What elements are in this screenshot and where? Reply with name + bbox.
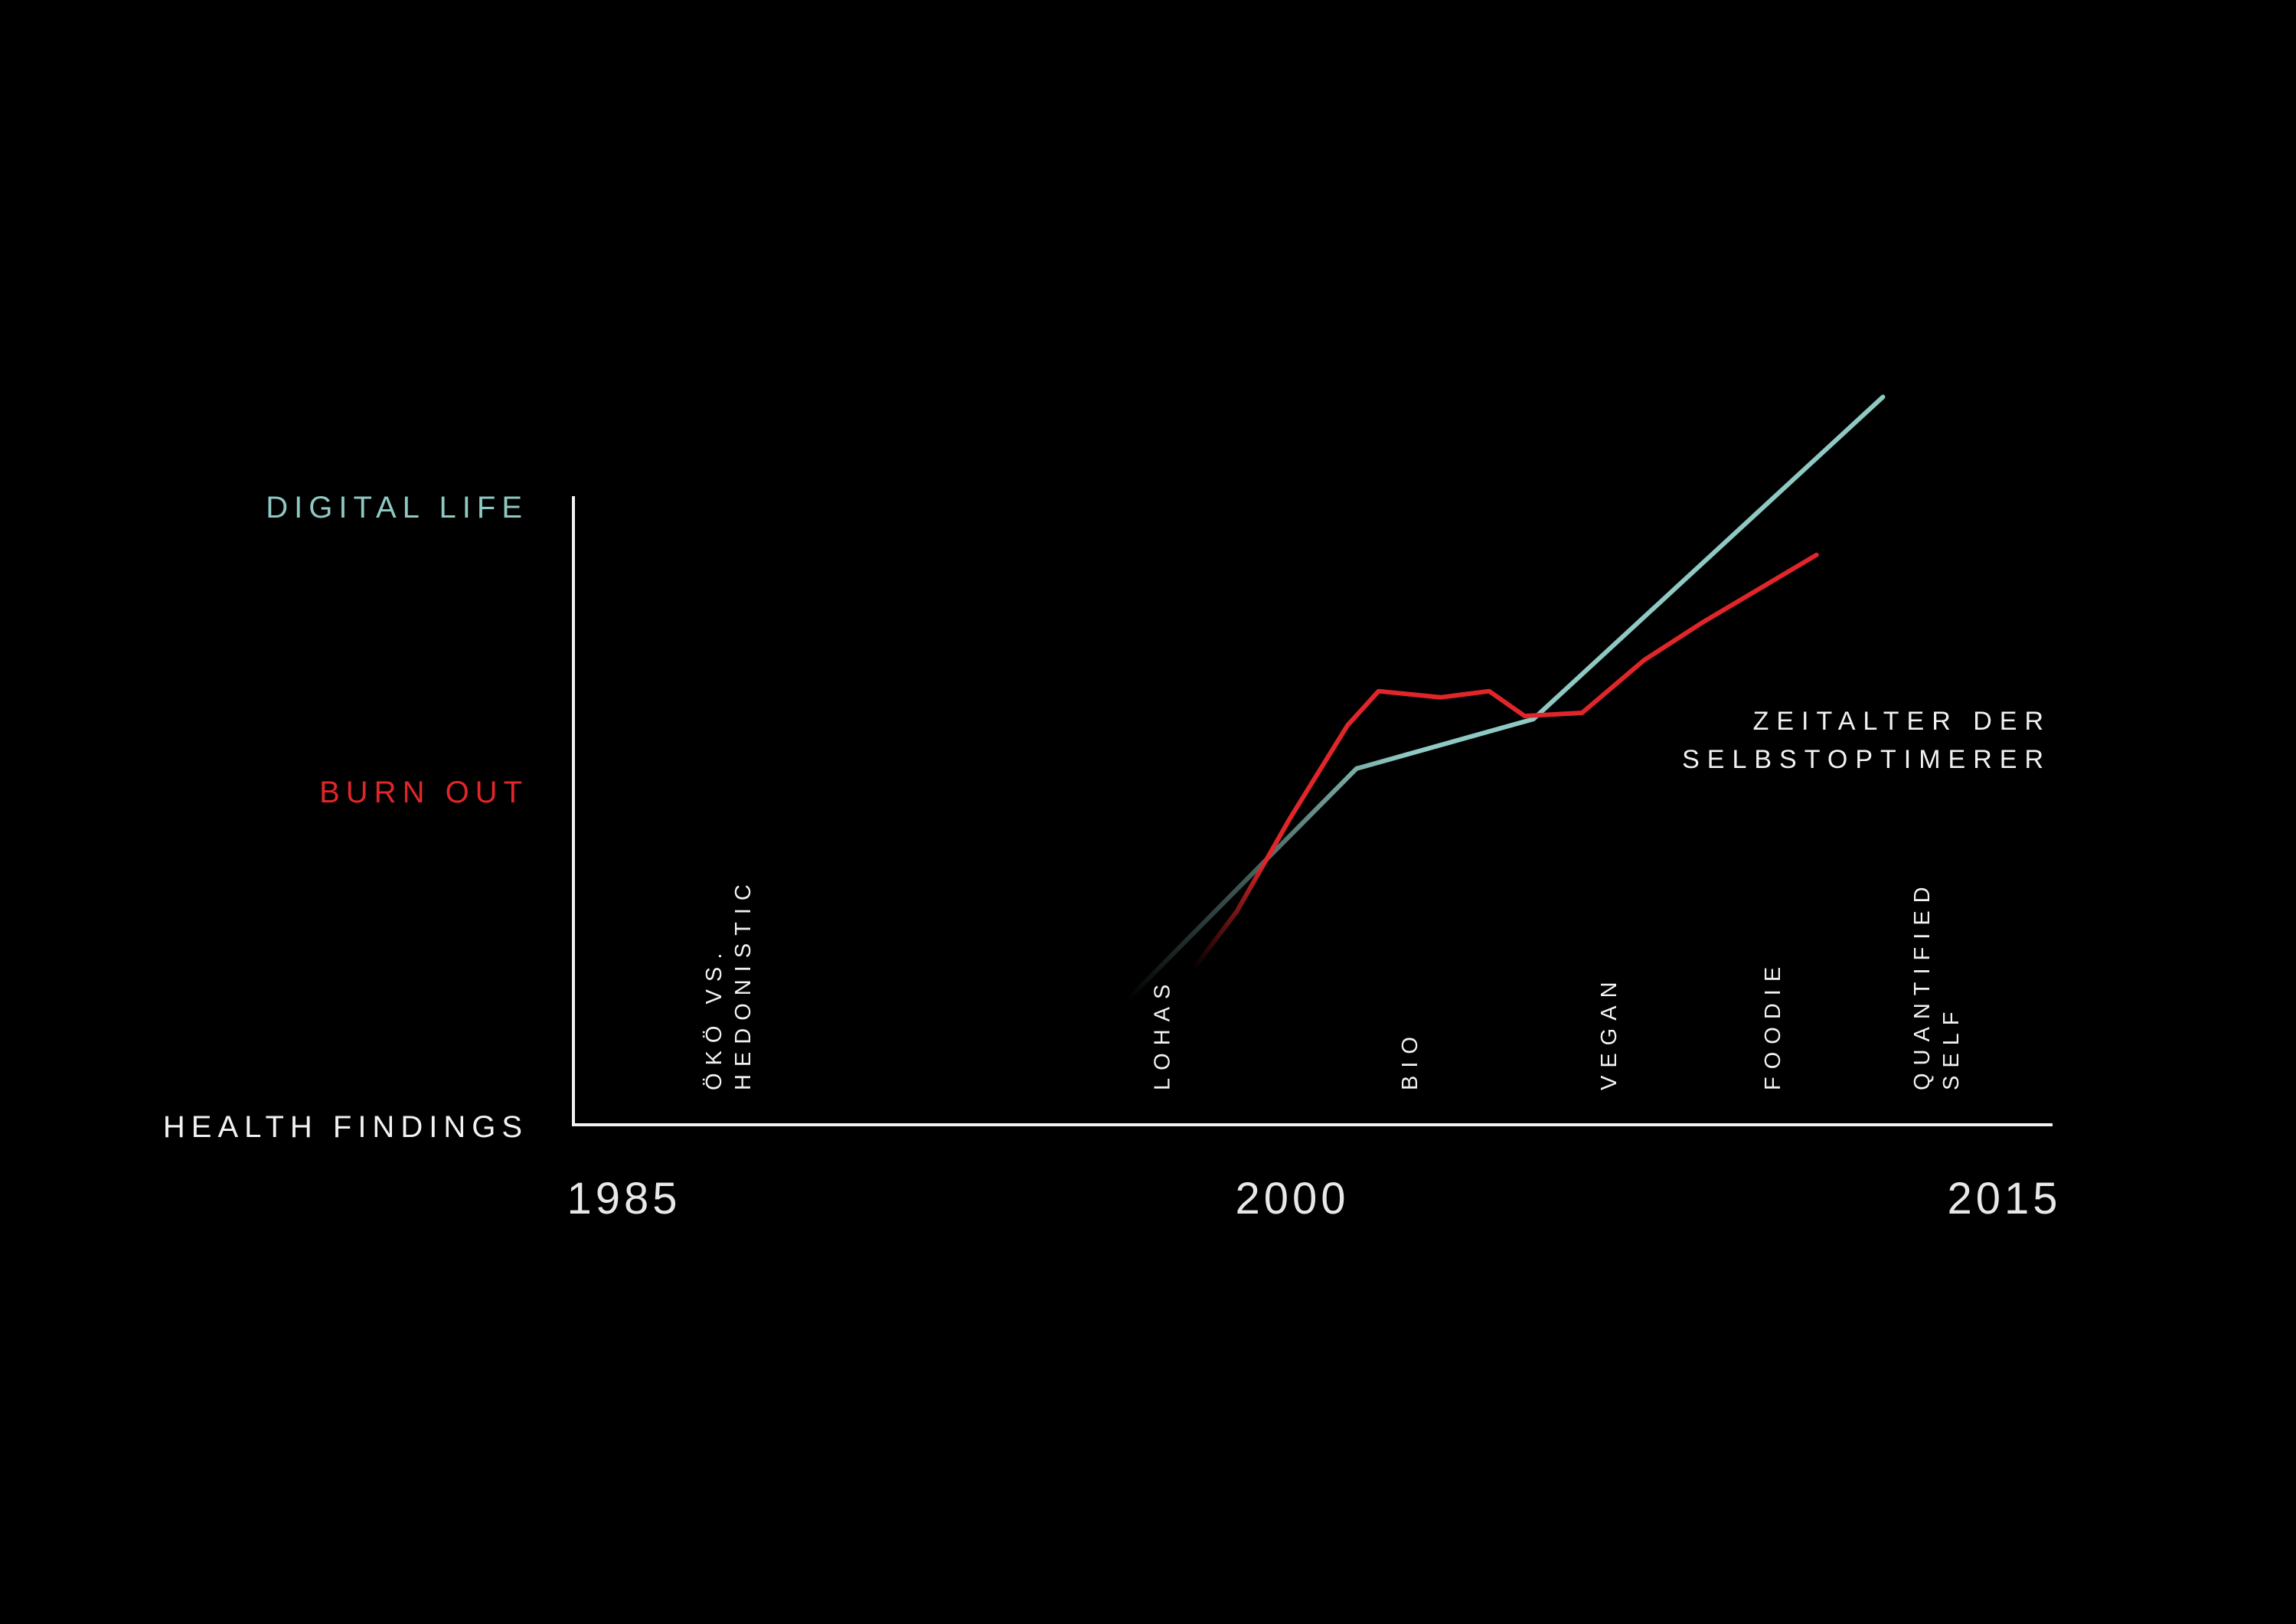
era-label-hedonistic: HEDONISTIC: [731, 877, 756, 1090]
series-line-digital-life: [1124, 394, 1886, 1004]
series-lines: [1124, 394, 1886, 1004]
series-line-burn-out: [1190, 552, 1819, 972]
era-label-o-ko-vs: ÖKÖ VS.: [702, 946, 727, 1090]
y-label-digital-life: DIGITAL LIFE: [266, 491, 528, 524]
era-label-lohas: LOHAS: [1151, 977, 1175, 1090]
annotation-zeitalter-der: ZEITALTER DER: [1753, 707, 2051, 736]
era-label-vegan: VEGAN: [1597, 974, 1622, 1090]
chart-labels: DIGITAL LIFE BURN OUT HEALTH FINDINGS 1985 2…: [163, 491, 2061, 1224]
y-label-health-findings: HEALTH FINDINGS: [163, 1110, 528, 1144]
x-tick-label-2015: 2015: [1947, 1174, 2061, 1224]
x-tick-label-1985: 1985: [567, 1174, 681, 1224]
annotation-selbstoptimerer: SELBSTOPTIMERER: [1682, 745, 2051, 774]
x-tick-label-2000: 2000: [1235, 1174, 1349, 1224]
era-label-foodie: FOODIE: [1761, 959, 1785, 1090]
y-label-burn-out: BURN OUT: [319, 776, 528, 809]
era-label-bio: BIO: [1398, 1029, 1422, 1090]
era-label-quantified: QUANTIFIED: [1910, 879, 1935, 1090]
era-label-self: SELF: [1939, 1004, 1964, 1090]
